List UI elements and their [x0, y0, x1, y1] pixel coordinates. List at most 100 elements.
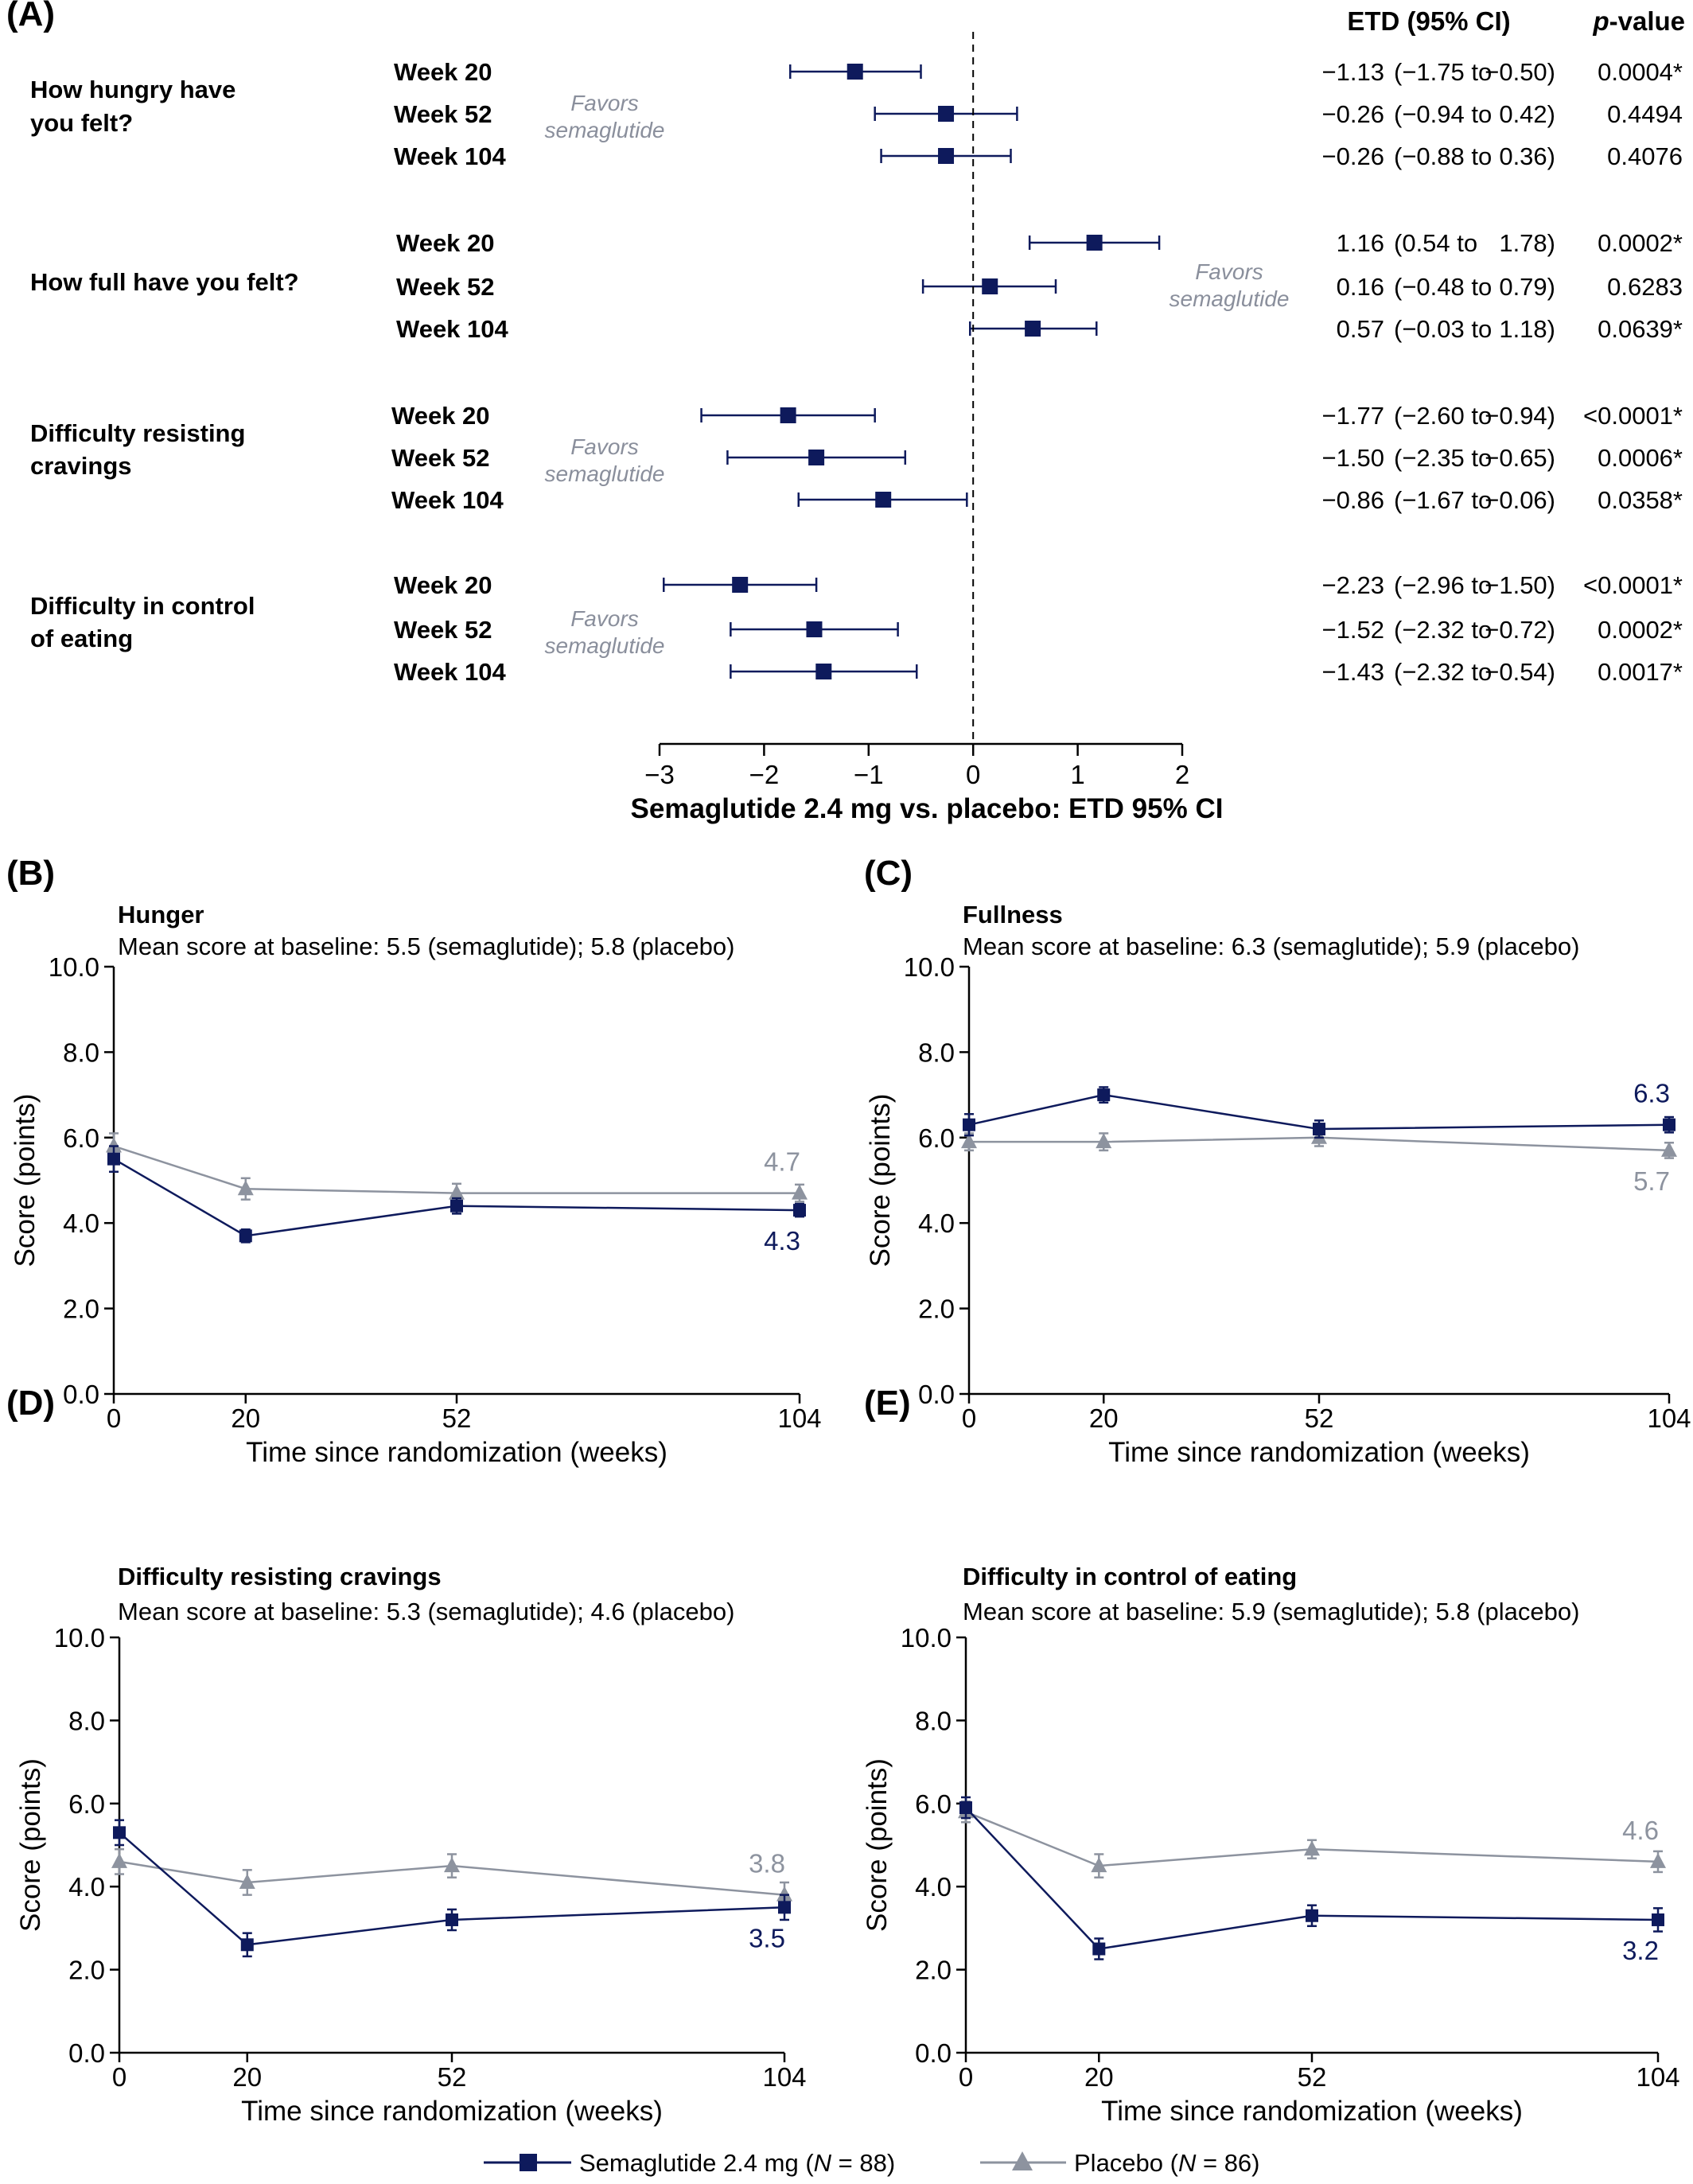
y-tick-label: 4.0: [915, 1872, 952, 1902]
favors-semaglutide-label: semaglutide: [545, 633, 665, 658]
placebo-point: [776, 1886, 792, 1902]
etd-point-marker: [938, 148, 955, 164]
p-value: 0.0002*: [1598, 229, 1683, 257]
placebo-series-line: [969, 1136, 1670, 1152]
question-label-1: How hungry have: [30, 76, 235, 103]
y-tick-label: 2.0: [915, 1956, 952, 1985]
x-tick-label: 52: [1305, 1403, 1334, 1433]
favors-semaglutide-label: Favors: [1195, 259, 1263, 284]
favors-semaglutide-label: Favors: [570, 91, 639, 115]
y-tick-label: 4.0: [918, 1209, 955, 1238]
panel-label-c: (C): [864, 854, 913, 893]
timepoint-label: Week 20: [396, 229, 495, 257]
etd-value: 0.57: [1337, 315, 1384, 343]
question-label-4: Difficulty in control: [30, 592, 255, 620]
etd-value: −1.13: [1322, 58, 1384, 86]
y-tick-label: 4.0: [63, 1209, 99, 1238]
y-tick-label: 4.0: [68, 1872, 105, 1902]
x-axis-title: Time since randomization (weeks): [1108, 1437, 1530, 1468]
ci-upper-value: −0.50): [1485, 58, 1555, 86]
semaglutide-point: [1663, 1118, 1675, 1131]
timepoint-label: Week 52: [396, 273, 495, 301]
y-tick-label: 6.0: [63, 1123, 99, 1153]
question-label-3: Difficulty resisting: [30, 419, 245, 447]
ci-upper-value: −0.54): [1485, 658, 1555, 686]
ci-lower-value: (−1.75 to: [1394, 58, 1492, 86]
semaglutide-point: [793, 1204, 806, 1217]
etd-value: −2.23: [1322, 571, 1384, 599]
etd-value: −0.86: [1322, 486, 1384, 514]
panel-title-c: Fullness: [963, 901, 1063, 928]
forest-x-tick-label: 0: [966, 760, 980, 789]
baseline-note-e: Mean score at baseline: 5.9 (semaglutide…: [963, 1598, 1579, 1625]
x-tick-label: 52: [1298, 2062, 1327, 2092]
semaglutide-point: [1313, 1123, 1325, 1136]
etd-header: ETD (95% CI): [1347, 6, 1510, 36]
etd-value: −1.52: [1322, 616, 1384, 644]
etd-point-marker: [1086, 235, 1103, 251]
etd-value: −0.26: [1322, 142, 1384, 170]
semaglutide-point: [450, 1199, 463, 1213]
favors-semaglutide-label: semaglutide: [545, 118, 665, 142]
semaglutide-point: [107, 1152, 120, 1166]
ci-upper-value: −0.72): [1485, 616, 1555, 644]
ci-lower-value: (0.54 to: [1394, 229, 1477, 257]
semaglutide-end-value: 3.5: [749, 1923, 785, 1952]
baseline-note-b: Mean score at baseline: 5.5 (semaglutide…: [118, 932, 734, 960]
etd-value: −1.77: [1322, 402, 1384, 430]
baseline-note-c: Mean score at baseline: 6.3 (semaglutide…: [963, 932, 1579, 960]
x-tick-label: 20: [231, 1403, 260, 1433]
ci-lower-value: (−0.94 to: [1394, 100, 1492, 128]
etd-value: 0.16: [1337, 273, 1384, 301]
timepoint-label: Week 104: [396, 315, 509, 343]
y-tick-label: 10.0: [54, 1623, 105, 1653]
forest-x-tick-label: 2: [1175, 760, 1189, 789]
y-tick-label: 2.0: [918, 1294, 955, 1324]
semaglutide-end-value: 3.2: [1622, 1936, 1659, 1965]
x-tick-label: 0: [962, 1403, 976, 1433]
question-label-3: cravings: [30, 452, 132, 480]
semaglutide-point: [239, 1229, 252, 1243]
placebo-point: [792, 1184, 808, 1200]
semaglutide-point: [240, 1938, 254, 1952]
p-value: 0.0002*: [1598, 616, 1683, 644]
timepoint-label: Week 52: [394, 100, 492, 128]
semaglutide-point: [1092, 1942, 1106, 1956]
y-tick-label: 8.0: [68, 1706, 105, 1735]
placebo-point: [961, 1133, 977, 1149]
panel-title-e: Difficulty in control of eating: [963, 1563, 1297, 1590]
panel-label-e: (E): [864, 1384, 911, 1423]
y-axis-title: Score (points): [10, 1094, 41, 1267]
ci-lower-value: (−0.03 to: [1394, 315, 1492, 343]
semaglutide-point: [1306, 1909, 1318, 1922]
forest-x-tick-label: −3: [644, 760, 675, 789]
ci-upper-value: 0.36): [1499, 142, 1555, 170]
ci-upper-value: 1.78): [1499, 229, 1555, 257]
etd-value: −1.43: [1322, 658, 1384, 686]
ci-upper-value: 1.18): [1499, 315, 1555, 343]
semaglutide-series-line: [965, 1807, 1659, 1950]
p-value-header: p-value: [1592, 6, 1685, 36]
etd-point-marker: [732, 577, 749, 593]
legend-placebo-label: Placebo (N = 86): [1074, 2149, 1260, 2177]
x-tick-label: 104: [1636, 2062, 1679, 2092]
x-tick-label: 0: [107, 1403, 121, 1433]
placebo-series-line: [119, 1860, 785, 1896]
ci-lower-value: (−2.35 to: [1394, 444, 1492, 472]
panel-label-d: (D): [6, 1384, 55, 1423]
placebo-point: [106, 1137, 122, 1153]
p-value: 0.4076: [1607, 142, 1683, 170]
p-value: <0.0001*: [1583, 402, 1683, 430]
x-tick-label: 104: [777, 1403, 821, 1433]
p-value: 0.4494: [1607, 100, 1683, 128]
placebo-point: [449, 1184, 465, 1200]
timepoint-label: Week 104: [391, 486, 504, 514]
ci-upper-value: −1.50): [1485, 571, 1555, 599]
x-tick-label: 20: [1084, 2062, 1114, 2092]
question-label-2: How full have you felt?: [30, 268, 299, 296]
p-value: 0.0017*: [1598, 658, 1683, 686]
question-label-1: you felt?: [30, 109, 133, 137]
ci-lower-value: (−0.48 to: [1394, 273, 1492, 301]
placebo-point: [1091, 1857, 1107, 1873]
